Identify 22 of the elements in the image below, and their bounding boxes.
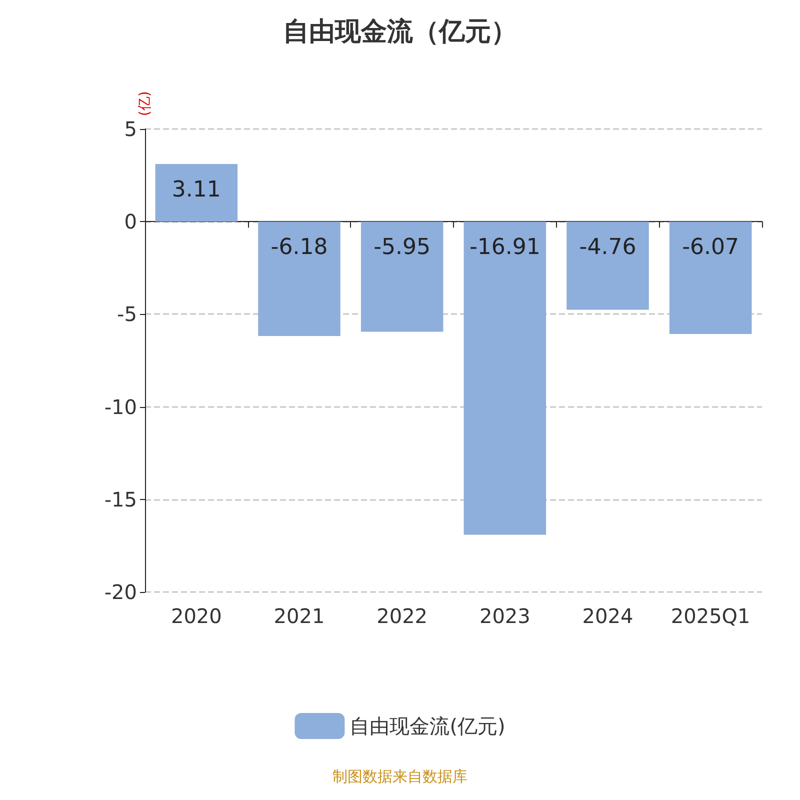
data-label: -4.76: [579, 235, 636, 260]
y-axis-title: (亿): [137, 91, 153, 116]
data-label: 3.11: [172, 178, 221, 203]
x-tick-label: 2023: [479, 604, 530, 628]
x-tick-label: 2022: [376, 604, 428, 628]
y-tick-label: -20: [104, 580, 137, 604]
x-tick-label: 2020: [170, 604, 222, 628]
data-label: -5.95: [374, 235, 431, 260]
x-tick-label: 2025Q1: [670, 604, 750, 628]
x-tick-label: 2024: [582, 604, 634, 628]
legend-label: 自由现金流(亿元): [350, 714, 506, 738]
x-tick-label: 2021: [274, 604, 325, 628]
text: 制图数据来自数据库: [332, 768, 468, 786]
data-label: -16.91: [469, 235, 540, 260]
y-tick-label: -10: [104, 394, 137, 419]
y-tick-label: -5: [117, 302, 137, 326]
y-tick-label: -15: [104, 487, 137, 512]
chart-title: 自由现金流（亿元）: [283, 17, 517, 47]
y-tick-label: 5: [124, 117, 137, 141]
y-tick-label: 0: [124, 210, 137, 234]
data-label: -6.07: [682, 235, 740, 260]
data-label: -6.18: [270, 235, 328, 260]
